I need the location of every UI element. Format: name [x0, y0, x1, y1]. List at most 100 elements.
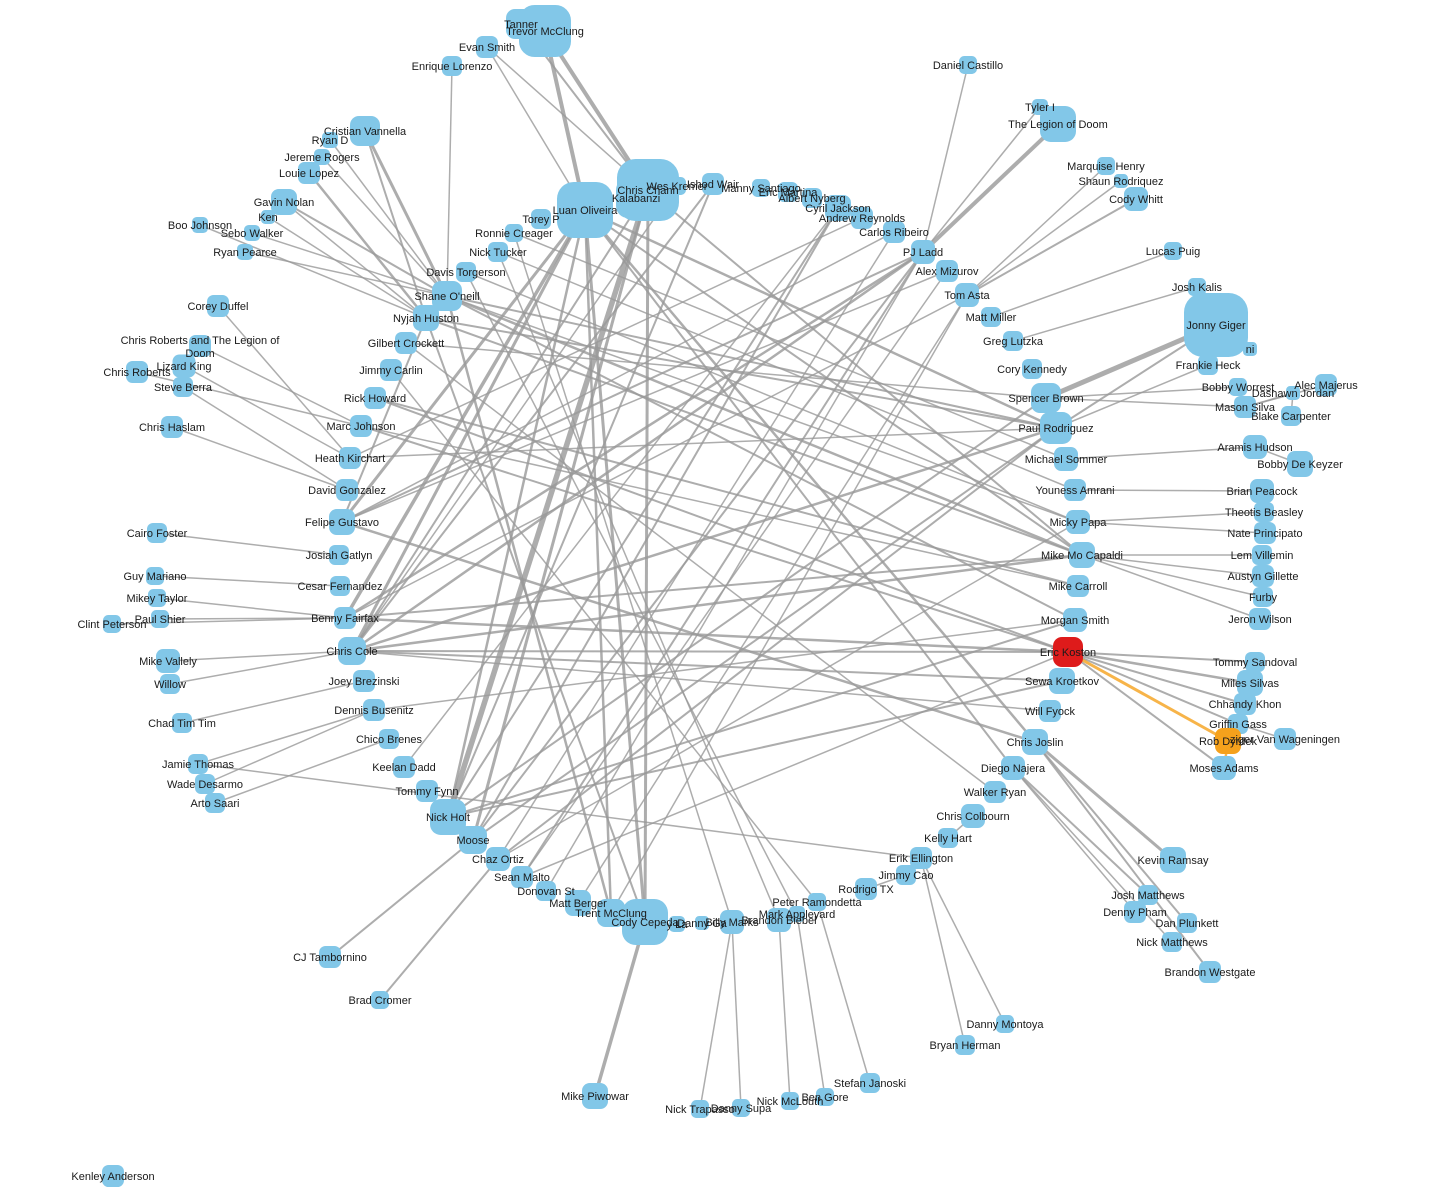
graph-node-nyjah-huston[interactable]	[413, 305, 439, 331]
graph-node-bobby-de-keyzer[interactable]	[1287, 451, 1313, 477]
graph-node-chico-brenes[interactable]	[379, 729, 399, 749]
graph-node-gilbert-crockett[interactable]	[395, 332, 417, 354]
graph-node-nick-trapasso[interactable]	[691, 1100, 709, 1118]
graph-node-danny-ga[interactable]	[695, 916, 709, 930]
graph-node-ni[interactable]	[1243, 342, 1257, 356]
graph-node-the-legion-of-doom[interactable]	[1040, 106, 1076, 142]
graph-node-wade-desarmo[interactable]	[195, 774, 215, 794]
graph-node-matt-berger[interactable]	[565, 890, 591, 916]
graph-node-kenley-anderson[interactable]	[102, 1165, 124, 1187]
graph-node-davis-torgerson[interactable]	[456, 262, 476, 282]
graph-node-cody-cepeda[interactable]	[622, 899, 668, 945]
graph-node-jimmy-carlin[interactable]	[380, 359, 402, 381]
graph-node-manny-santiago[interactable]	[752, 179, 770, 197]
graph-node-marc-johnson[interactable]	[350, 415, 372, 437]
graph-node-chris-colbourn[interactable]	[961, 804, 985, 828]
graph-node-jonny-giger[interactable]	[1184, 293, 1248, 357]
graph-node-mike-piwowar[interactable]	[582, 1083, 608, 1109]
graph-node-chris-cole[interactable]	[338, 637, 366, 665]
graph-node-youness-amrani[interactable]	[1064, 479, 1086, 501]
graph-node-chhandy-khon[interactable]	[1234, 693, 1256, 715]
graph-node-heath-kirchart[interactable]	[339, 447, 361, 469]
graph-node-chris-roberts[interactable]	[126, 361, 148, 383]
graph-node-nate-principato[interactable]	[1254, 522, 1276, 544]
graph-node-chris-haslam[interactable]	[161, 416, 183, 438]
graph-node-jeron-wilson[interactable]	[1249, 608, 1271, 630]
graph-node-chad-tim-tim[interactable]	[172, 713, 192, 733]
graph-node-carlos-ribeiro[interactable]	[883, 221, 905, 243]
graph-node-clint-peterson[interactable]	[103, 615, 121, 633]
graph-node-mikey-taylor[interactable]	[148, 589, 166, 607]
graph-node-brian-peacock[interactable]	[1250, 479, 1274, 503]
graph-node-enrique-lorenzo[interactable]	[442, 56, 462, 76]
graph-node-alex-mizurov[interactable]	[936, 260, 958, 282]
graph-node-ken[interactable]	[261, 210, 275, 224]
graph-node-mike-vallely[interactable]	[156, 649, 180, 673]
graph-node-tommy-sandoval[interactable]	[1245, 652, 1265, 672]
graph-node-theotis-beasley[interactable]	[1254, 502, 1274, 522]
graph-node-mike-mo-capaldi[interactable]	[1069, 542, 1095, 568]
graph-node-guy-mariano[interactable]	[146, 567, 164, 585]
graph-node-chris-chann[interactable]	[617, 159, 679, 221]
graph-node-josiah-gatlyn[interactable]	[329, 545, 349, 565]
graph-node-lucas-puig[interactable]	[1164, 242, 1182, 260]
graph-node-luan-oliveira[interactable]	[557, 182, 613, 238]
graph-node-eric-koston[interactable]	[1053, 637, 1083, 667]
graph-node-peter-ramondetta[interactable]	[808, 893, 826, 911]
graph-node-stefan-janoski[interactable]	[860, 1073, 880, 1093]
graph-node-jamie-thomas[interactable]	[188, 754, 208, 774]
graph-node-jereme-rogers[interactable]	[314, 149, 330, 165]
graph-node-alec-majerus[interactable]	[1315, 374, 1337, 396]
graph-node-benny-fairfax[interactable]	[334, 607, 356, 629]
graph-node-kelly-hart[interactable]	[938, 828, 958, 848]
graph-node-gavin-nolan[interactable]	[271, 189, 297, 215]
graph-node-pj-ladd[interactable]	[911, 240, 935, 264]
graph-node-greg-lutzka[interactable]	[1003, 331, 1023, 351]
graph-node-nick-mclouth[interactable]	[781, 1092, 799, 1110]
graph-node-erik-ellington[interactable]	[910, 847, 932, 869]
graph-node-dennis-busenitz[interactable]	[363, 699, 385, 721]
graph-node-trent-mcclung[interactable]	[597, 899, 625, 927]
graph-node-ben-gore[interactable]	[816, 1088, 834, 1106]
graph-node-andrew-reynolds[interactable]	[851, 207, 873, 229]
graph-node-albert-nyberg[interactable]	[802, 188, 822, 208]
graph-node-sewa-kroetkov[interactable]	[1049, 668, 1075, 694]
graph-node-walker-ryan[interactable]	[984, 781, 1006, 803]
graph-node-cyril-jackson[interactable]	[825, 195, 851, 221]
graph-node-danny-montoya[interactable]	[996, 1015, 1014, 1033]
graph-node-mason-silva[interactable]	[1234, 396, 1256, 418]
graph-node-marquise-henry[interactable]	[1097, 157, 1115, 175]
graph-node-evan-smith[interactable]	[476, 36, 498, 58]
graph-node-rick-howard[interactable]	[364, 387, 386, 409]
graph-node-nick-holt[interactable]	[430, 799, 466, 835]
graph-node-brandon-westgate[interactable]	[1199, 961, 1221, 983]
graph-node-blake-carpenter[interactable]	[1281, 406, 1301, 426]
graph-node-austyn-gillette[interactable]	[1252, 565, 1274, 587]
graph-node-cesar-fernandez[interactable]	[330, 576, 350, 596]
graph-node-morgan-smith[interactable]	[1063, 608, 1087, 632]
graph-node-chris-roberts-and-the-legion-of[interactable]	[189, 335, 211, 357]
graph-node-lizard-king[interactable]	[172, 354, 196, 378]
graph-node-ziger-van-wageningen[interactable]	[1274, 728, 1296, 750]
graph-node-bobby-worrest[interactable]	[1229, 378, 1247, 396]
graph-node-steve-berra[interactable]	[173, 377, 193, 397]
graph-node-sebo-walker[interactable]	[244, 225, 260, 241]
graph-node-donovan-st[interactable]	[536, 881, 556, 901]
graph-node-rodrigo-tx[interactable]	[855, 878, 877, 900]
graph-node-moses-adams[interactable]	[1212, 756, 1236, 780]
graph-node-danny-supa[interactable]	[732, 1099, 750, 1117]
graph-node-micky-papa[interactable]	[1066, 510, 1090, 534]
graph-node-chaz-ortiz[interactable]	[486, 847, 510, 871]
graph-node-ishod-wair[interactable]	[702, 173, 724, 195]
graph-node-frankie-heck[interactable]	[1198, 355, 1218, 375]
graph-node-tom-asta[interactable]	[955, 283, 979, 307]
graph-node-arto-saari[interactable]	[205, 793, 225, 813]
graph-node-bryan-herman[interactable]	[955, 1035, 975, 1055]
graph-node-keelan-dadd[interactable]	[393, 756, 415, 778]
graph-node-michael-sommer[interactable]	[1054, 447, 1078, 471]
graph-node-shane-o-neill[interactable]	[432, 281, 462, 311]
graph-node-kevin-ramsay[interactable]	[1160, 847, 1186, 873]
graph-node-mark-appleyard[interactable]	[789, 906, 805, 922]
graph-node-miles-silvas[interactable]	[1237, 670, 1263, 696]
